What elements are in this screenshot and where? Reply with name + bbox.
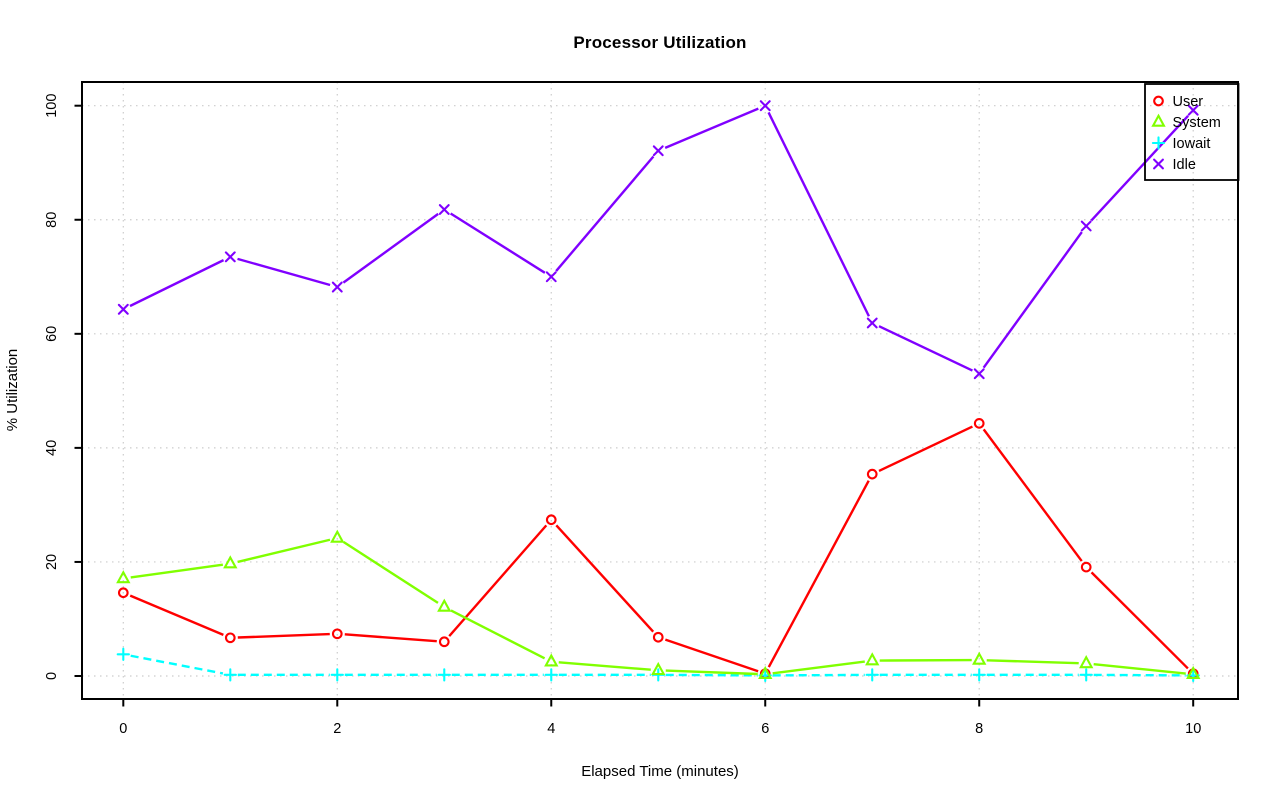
legend-idle-marker bbox=[1153, 158, 1164, 170]
series-iowait-marker bbox=[116, 647, 130, 661]
legend-iowait-marker bbox=[1151, 136, 1166, 150]
series-system-marker bbox=[544, 653, 559, 667]
series-system-segment bbox=[986, 659, 1079, 665]
x-tick-label: 2 bbox=[333, 721, 341, 737]
series-system-marker bbox=[116, 570, 131, 584]
series-system-segment bbox=[342, 541, 439, 604]
series-user-segment bbox=[129, 594, 224, 636]
legend-system-label: System bbox=[1173, 115, 1221, 131]
series-user-segment bbox=[982, 428, 1083, 562]
series-user-segment bbox=[555, 524, 655, 633]
series-user-marker bbox=[438, 636, 450, 648]
series-system-segment bbox=[130, 563, 224, 579]
series-user-segment bbox=[448, 524, 548, 637]
series-idle-segment bbox=[878, 325, 973, 372]
series-system-segment bbox=[558, 661, 651, 671]
series-idle-segment bbox=[237, 257, 331, 287]
series-idle-marker bbox=[117, 303, 129, 315]
series-idle-segment bbox=[342, 212, 439, 284]
series-idle-marker bbox=[224, 251, 236, 263]
legend-idle-label: Idle bbox=[1173, 157, 1196, 173]
series-system-segment bbox=[1093, 663, 1186, 675]
x-tick-label: 6 bbox=[761, 721, 769, 737]
y-axis-title: % Utilization bbox=[4, 348, 21, 432]
series-user-segment bbox=[237, 632, 330, 639]
x-tick-label: 10 bbox=[1185, 721, 1201, 737]
series-user-segment bbox=[878, 425, 973, 472]
x-axis-title: Elapsed Time (minutes) bbox=[581, 763, 739, 780]
series-iowait-marker bbox=[437, 668, 451, 682]
series-user-segment bbox=[344, 633, 437, 643]
series-system-segment bbox=[772, 660, 865, 675]
series-iowait-marker bbox=[865, 668, 879, 682]
y-tick-label: 80 bbox=[44, 212, 60, 228]
series-idle-marker bbox=[1187, 104, 1199, 116]
series-idle-segment bbox=[1090, 114, 1189, 222]
series-idle-marker bbox=[866, 317, 878, 329]
series-system-marker bbox=[972, 651, 987, 665]
series-idle-segment bbox=[555, 155, 655, 272]
series-user-marker bbox=[117, 587, 129, 599]
x-tick-label: 4 bbox=[547, 721, 555, 737]
series-system-segment bbox=[450, 609, 546, 660]
y-tick-label: 40 bbox=[44, 440, 60, 456]
legend-user-marker bbox=[1153, 95, 1164, 107]
series-iowait-marker bbox=[330, 668, 344, 682]
series-system-marker bbox=[1079, 655, 1094, 669]
series-idle-marker bbox=[759, 100, 771, 112]
series-idle-segment bbox=[449, 212, 546, 274]
legend-box bbox=[1144, 83, 1240, 181]
series-user-segment bbox=[1090, 571, 1189, 670]
series-user-marker bbox=[1080, 561, 1092, 573]
series-user-marker bbox=[973, 418, 985, 429]
x-tick-label: 0 bbox=[119, 721, 127, 737]
y-tick-label: 0 bbox=[44, 672, 60, 680]
legend-iowait-label: Iowait bbox=[1173, 136, 1211, 152]
series-user-marker bbox=[652, 631, 664, 643]
series-idle-marker bbox=[1080, 220, 1092, 232]
y-tick-label: 100 bbox=[44, 94, 60, 118]
series-system-marker bbox=[437, 598, 452, 612]
series-iowait-marker bbox=[972, 668, 986, 682]
series-user-marker bbox=[866, 468, 878, 480]
series-system-marker bbox=[865, 652, 880, 666]
series-idle-segment bbox=[664, 107, 759, 149]
series-user-segment bbox=[664, 638, 759, 673]
series-iowait-segment bbox=[130, 654, 224, 675]
series-iowait-marker bbox=[223, 668, 237, 682]
chart-title: Processor Utilization bbox=[573, 33, 747, 52]
series-system-marker bbox=[758, 665, 773, 680]
x-tick-label: 8 bbox=[975, 721, 983, 737]
series-idle-marker bbox=[438, 204, 450, 215]
series-system-marker bbox=[330, 529, 345, 543]
series-user-segment bbox=[767, 480, 870, 668]
series-system-marker bbox=[223, 555, 238, 569]
series-idle-marker bbox=[973, 368, 985, 380]
series-system-marker bbox=[651, 661, 666, 676]
series-idle-marker bbox=[331, 281, 343, 293]
series-idle-segment bbox=[982, 231, 1083, 369]
legend-user-label: User bbox=[1173, 94, 1204, 110]
y-tick-label: 60 bbox=[44, 326, 60, 342]
series-system-segment bbox=[665, 669, 758, 676]
series-user-marker bbox=[224, 632, 236, 644]
series-system-marker bbox=[1186, 665, 1201, 680]
y-tick-label: 20 bbox=[44, 554, 60, 570]
plot-border bbox=[81, 81, 1239, 700]
series-idle-marker bbox=[545, 271, 557, 283]
series-user-marker bbox=[331, 628, 343, 640]
series-idle-segment bbox=[767, 111, 870, 317]
series-idle-segment bbox=[129, 259, 225, 308]
legend-system-marker bbox=[1151, 113, 1166, 127]
series-iowait-marker bbox=[1079, 668, 1093, 682]
series-user-marker bbox=[545, 514, 557, 526]
series-iowait-marker bbox=[544, 668, 558, 682]
series-idle-marker bbox=[652, 145, 664, 157]
series-system-segment bbox=[237, 538, 331, 564]
